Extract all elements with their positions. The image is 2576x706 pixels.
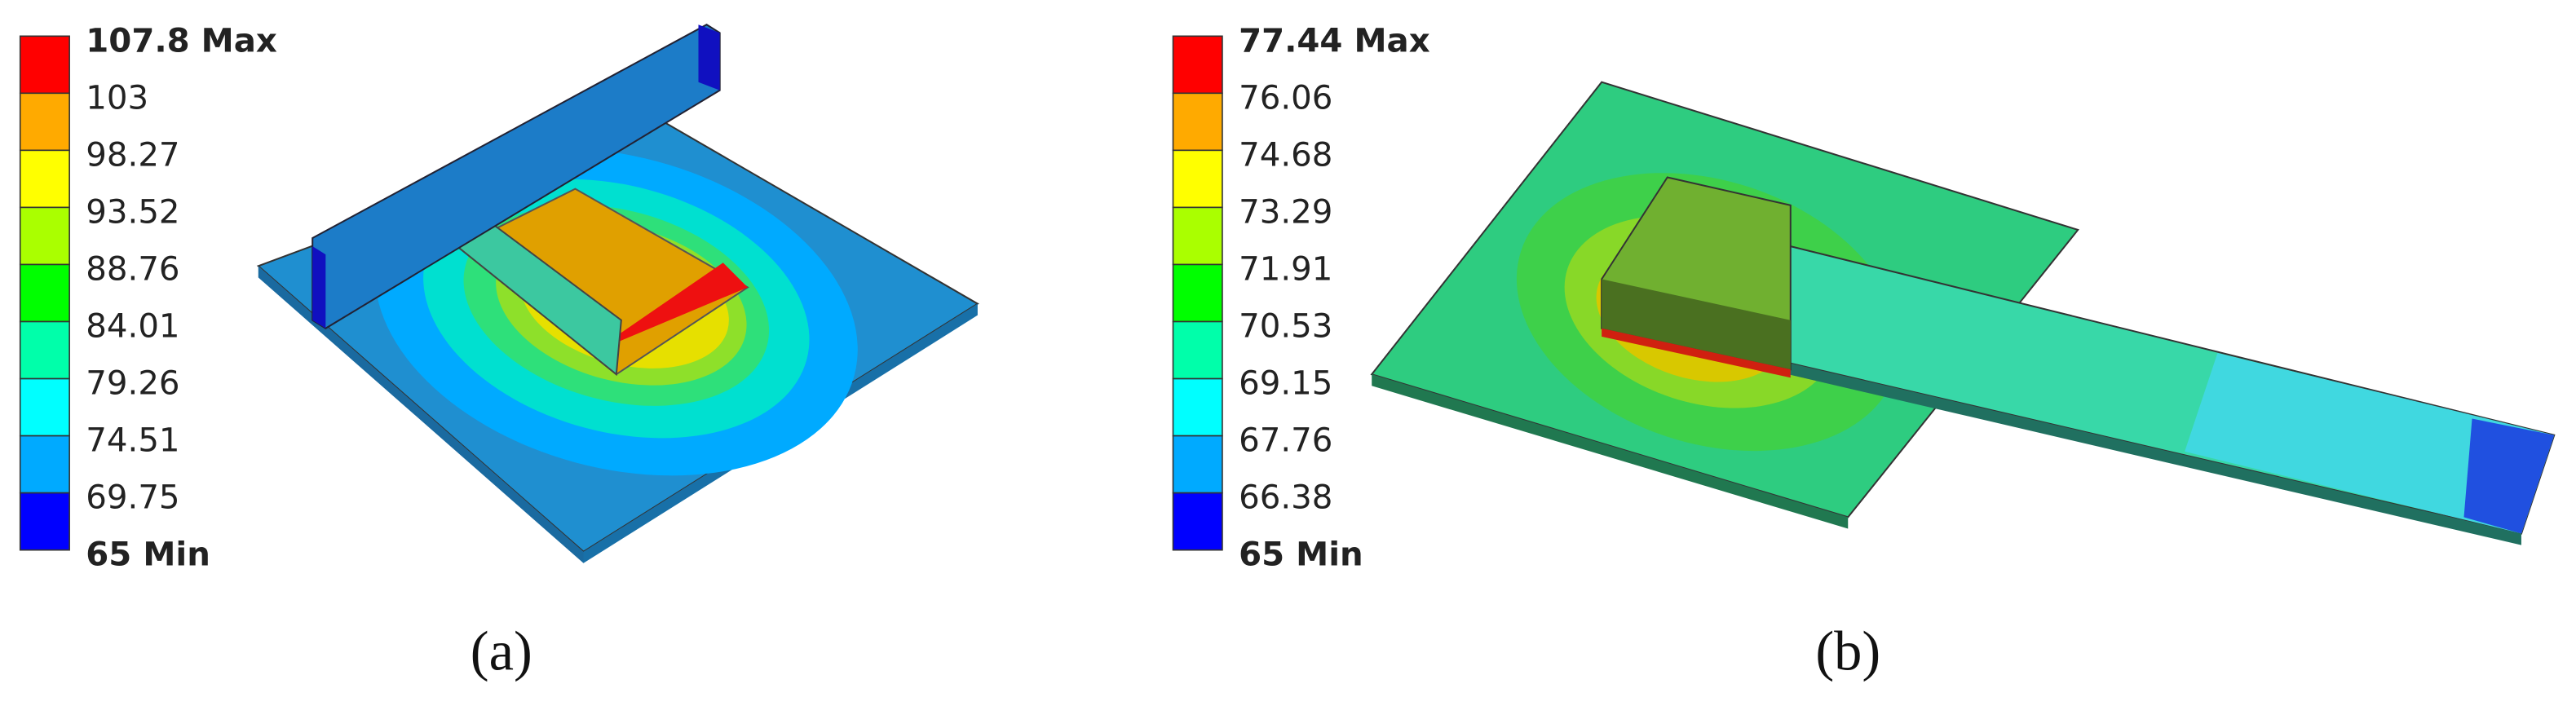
legend-swatch: [1172, 263, 1223, 323]
legend-label: 77.44 Max: [1239, 22, 1430, 60]
legend-swatch: [19, 149, 70, 209]
legend-swatch: [19, 263, 70, 323]
legend-label: 73.29: [1239, 193, 1332, 231]
legend-label: 69.15: [1239, 365, 1332, 403]
legend-label: 69.75: [86, 479, 179, 517]
legend-swatch: [1172, 206, 1223, 266]
legend-swatch: [1172, 377, 1223, 437]
legend-label: 98.27: [86, 136, 179, 174]
legend-swatch: [1172, 320, 1223, 380]
legend-swatch: [1172, 149, 1223, 209]
legend-label: 74.51: [86, 422, 179, 460]
legend-swatch: [1172, 492, 1223, 551]
legend-swatch: [19, 35, 70, 95]
model-b: [1370, 81, 2556, 545]
legend-label: 93.52: [86, 193, 179, 231]
legend-swatch: [19, 206, 70, 266]
legend-swatch: [1172, 435, 1223, 494]
caption: (a): [471, 620, 532, 682]
legend-label: 67.76: [1239, 422, 1332, 460]
legend-label: 70.53: [1239, 308, 1332, 346]
model-a: [256, 24, 979, 563]
legend-swatch: [19, 435, 70, 494]
legend-label: 65 Min: [86, 536, 210, 574]
legend-swatch: [19, 320, 70, 380]
legend-label: 107.8 Max: [86, 22, 277, 60]
legend-label: 74.68: [1239, 136, 1332, 174]
legend-label: 71.91: [1239, 251, 1332, 289]
legend-label: 103: [86, 79, 148, 117]
legend-label: 76.06: [1239, 79, 1332, 117]
legend-swatch: [1172, 35, 1223, 95]
legend-label: 66.38: [1239, 479, 1332, 517]
legend-swatch: [1172, 92, 1223, 152]
legend-swatch: [19, 377, 70, 437]
legend-label: 84.01: [86, 308, 179, 346]
legend-label: 79.26: [86, 365, 179, 403]
legend-swatch: [19, 92, 70, 152]
legend-swatch: [19, 492, 70, 551]
legend-label: 88.76: [86, 251, 179, 289]
legend-label: 65 Min: [1239, 536, 1363, 574]
caption: (b): [1815, 620, 1880, 682]
